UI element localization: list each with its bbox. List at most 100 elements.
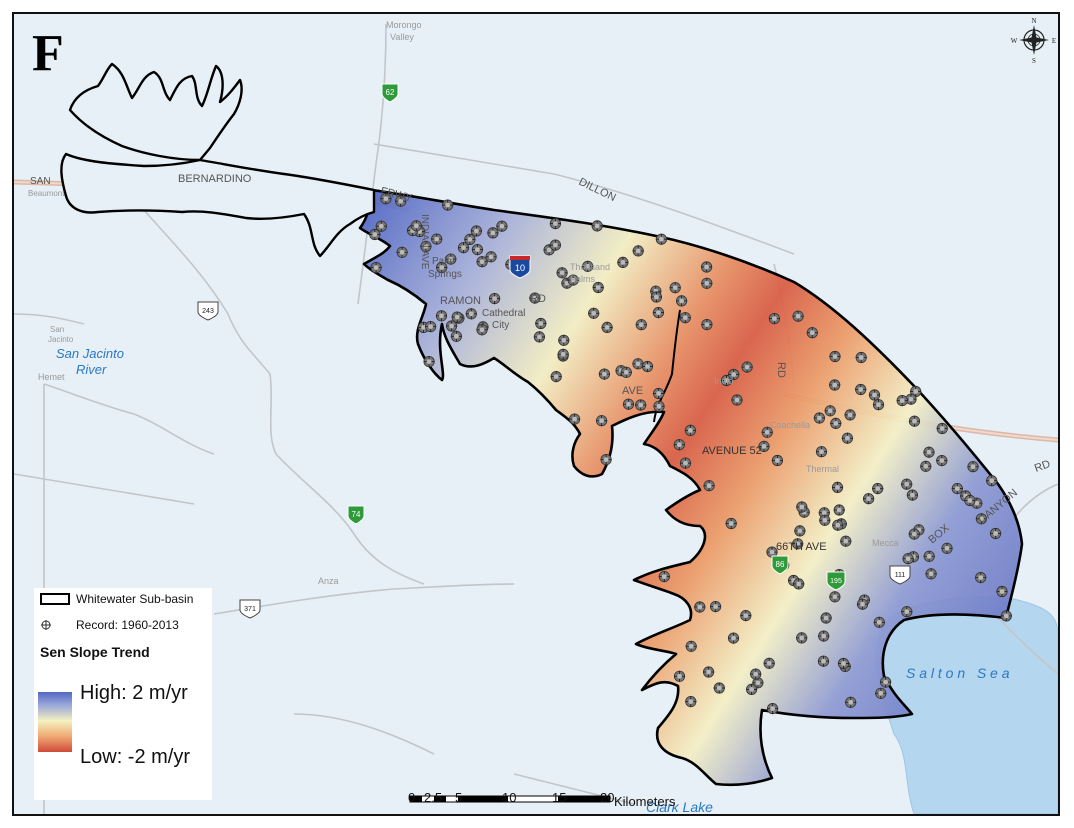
well-marker [766, 702, 779, 715]
well-marker [967, 460, 979, 473]
east-label: E [1052, 37, 1056, 45]
label-coachella: Coachella [770, 420, 810, 430]
us243-shield: 243 [197, 301, 219, 321]
sr74-label: 74 [352, 510, 361, 519]
basin-northwest-fingers [68, 62, 243, 162]
us111-label: 111 [895, 572, 906, 579]
label-thermal: Thermal [806, 464, 839, 474]
well-marker [963, 494, 976, 507]
well-marker [641, 360, 654, 373]
well-marker [465, 307, 478, 320]
well-marker [702, 666, 715, 678]
well-marker [616, 256, 629, 269]
sr86-label: 86 [776, 560, 785, 569]
well-marker [768, 312, 781, 325]
well-marker [476, 323, 488, 336]
well-marker [652, 306, 665, 319]
label-ave-48: AVE [622, 385, 643, 397]
label-san: SAN [30, 176, 51, 187]
well-marker [679, 311, 692, 324]
well-marker [844, 696, 857, 709]
well-marker [533, 330, 546, 343]
well-marker [709, 600, 722, 613]
well-marker [906, 489, 919, 502]
scale-tick-2-5: 2.5 [424, 790, 443, 805]
well-marker [872, 398, 885, 411]
well-marker [684, 695, 697, 708]
well-marker [874, 687, 887, 700]
label-avenue-52: AVENUE 52 [702, 445, 762, 457]
well-marker [792, 310, 805, 323]
label-morongo: Morongo [386, 20, 422, 30]
i10-label: 10 [515, 263, 525, 273]
well-marker [868, 389, 881, 401]
legend-well-icon [40, 619, 70, 631]
well-marker [795, 501, 808, 513]
well-marker [557, 334, 570, 347]
well-marker [650, 291, 663, 303]
well-marker [601, 321, 614, 334]
well-marker [902, 552, 915, 565]
well-marker [423, 355, 436, 368]
label-rd: RD [530, 293, 546, 305]
well-marker [557, 348, 570, 361]
well-marker [685, 640, 698, 653]
label-indio: Indio [714, 376, 734, 386]
label-rd-box-canyon: RD [1033, 458, 1052, 475]
label-mecca: Mecca [872, 538, 899, 548]
whitewater-sub-basin-trend-surface [360, 190, 1022, 785]
well-marker [854, 383, 867, 396]
well-marker [549, 217, 562, 230]
sr195-label: 195 [830, 578, 842, 585]
legend-low-label: Low: -2 m/yr [80, 746, 191, 768]
well-marker [824, 404, 837, 417]
well-marker [713, 682, 726, 694]
well-marker [908, 528, 921, 541]
legend-trend-title: Sen Slope Trend [40, 644, 150, 660]
label-city: City [492, 320, 509, 331]
well-marker [725, 517, 738, 530]
highway-shields: 62 10 243 74 371 86 [197, 83, 911, 619]
well-marker [873, 616, 886, 629]
well-marker [828, 379, 841, 391]
well-marker [828, 590, 841, 603]
well-marker [675, 294, 688, 307]
well-marker [430, 233, 443, 246]
west-label: W [1011, 37, 1018, 45]
label-66th-ave: 66TH AVE [776, 541, 827, 553]
whitewater-sub-basin-boundary [358, 188, 1024, 787]
well-marker [471, 243, 484, 256]
well-marker [450, 330, 463, 343]
well-marker [673, 670, 686, 683]
label-rd-dillon: RD [775, 362, 787, 378]
well-marker [669, 281, 682, 294]
well-marker [485, 250, 498, 263]
well-marker [831, 481, 844, 494]
well-marker [833, 504, 846, 516]
label-ramon: RAMON [440, 295, 481, 307]
well-marker [818, 514, 831, 527]
legend-color-ramp [38, 692, 72, 752]
label-palm: Palm [432, 256, 455, 267]
sr62-label: 62 [386, 88, 395, 97]
legend-boundary-row: Whitewater Sub-basin [40, 592, 193, 606]
legend-record-label: Record: 1960-2013 [76, 618, 179, 632]
well-marker [974, 571, 987, 584]
north-arrow: N S E W [1011, 17, 1056, 65]
well-marker [441, 199, 454, 212]
basin-west-lobe [60, 152, 376, 258]
well-marker [451, 311, 464, 324]
well-marker [435, 309, 448, 322]
label-beaumont: Beaumont [28, 189, 65, 198]
well-marker [673, 438, 686, 451]
legend-high-label: High: 2 m/yr [80, 682, 188, 704]
map-frame: 62 10 243 74 371 86 [12, 12, 1060, 816]
well-marker [632, 244, 645, 257]
scale-tick-20: 20 [600, 790, 615, 805]
well-marker [749, 668, 762, 681]
label-palms: Palms [570, 274, 596, 284]
well-marker [839, 535, 852, 548]
well-marker [923, 446, 935, 459]
sr195-shield: 195 [826, 571, 846, 591]
label-san-small: San [50, 325, 64, 334]
